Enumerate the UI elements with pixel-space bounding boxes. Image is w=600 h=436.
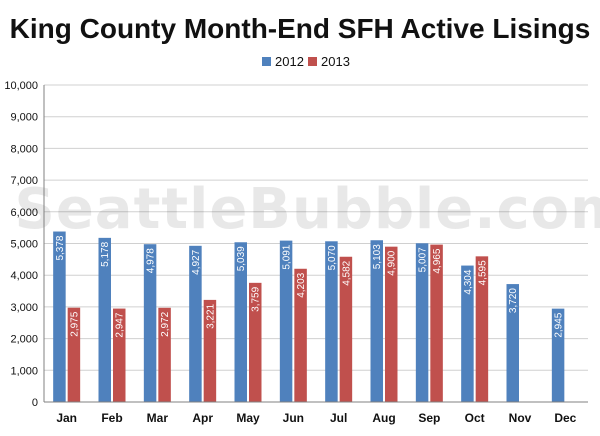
- x-tick-label: Feb: [101, 411, 122, 425]
- y-axis-ticks: 0 1,000 2,000 3,000 4,000 5,000 6,000 7,000 8,00…: [4, 80, 38, 409]
- bar-label-2013-aug: 4,900: [387, 250, 398, 275]
- x-tick-label: Apr: [192, 411, 213, 425]
- x-tick-label: Nov: [509, 411, 532, 425]
- bar-label-2013-mar: 2,972: [160, 311, 171, 336]
- bar-2013-aug: [385, 246, 398, 402]
- x-tick-label: Dec: [554, 411, 576, 425]
- bar-2012-may: [234, 242, 247, 402]
- bar-2013-sep: [430, 244, 443, 402]
- bar-2012-feb: [98, 237, 111, 402]
- x-tick-label: Aug: [372, 411, 395, 425]
- y-tick-label: 1,000: [10, 365, 38, 377]
- y-tick-label: 9,000: [10, 112, 38, 124]
- bar-2012-nov: [506, 284, 519, 402]
- bar-label-2013-jan: 2,975: [69, 311, 80, 336]
- bar-label-2012-feb: 5,178: [100, 241, 111, 266]
- legend-swatch-2013: [308, 57, 317, 66]
- bar-2012-mar: [143, 244, 157, 402]
- bar-2013-oct: [475, 256, 489, 402]
- y-tick-label: 3,000: [10, 302, 38, 314]
- bar-label-2012-jan: 5,378: [55, 235, 66, 260]
- y-tick-label: 6,000: [10, 207, 38, 219]
- bar-2013-apr: [203, 299, 217, 402]
- legend-label-2012: 2012: [275, 54, 304, 69]
- bar-2013-jun: [294, 268, 307, 402]
- bar-2013-jul: [339, 256, 353, 402]
- y-tick-label: 2,000: [10, 334, 38, 346]
- bar-label-2013-sep: 4,965: [432, 248, 443, 273]
- y-tick-label: 7,000: [10, 175, 38, 187]
- bar-2012-jan: [53, 231, 66, 402]
- legend-label-2013: 2013: [321, 54, 350, 69]
- bar-label-2012-sep: 5,007: [418, 247, 429, 272]
- bar-2012-dec: [551, 308, 565, 402]
- x-tick-label: May: [236, 411, 260, 425]
- bar-label-2012-jun: 5,091: [282, 244, 293, 269]
- bar-label-2013-feb: 2,947: [115, 312, 126, 337]
- legend: 2012 2013: [262, 54, 350, 69]
- bar-label-2012-dec: 2,945: [554, 312, 565, 337]
- bar-label-2012-oct: 4,304: [463, 269, 474, 294]
- bar-label-2012-jul: 5,070: [327, 245, 338, 270]
- bar-2013-jan: [67, 307, 81, 402]
- x-tick-label: Sep: [418, 411, 440, 425]
- bar-label-2012-mar: 4,978: [146, 248, 157, 273]
- x-axis-ticks: Jan Feb Mar Apr May Jun Jul Aug Sep Oct Nov Dec: [56, 411, 576, 425]
- x-tick-label: Mar: [147, 411, 169, 425]
- bar-2013-feb: [113, 308, 126, 402]
- y-tick-label: 10,000: [4, 80, 38, 92]
- y-tick-label: 5,000: [10, 239, 38, 251]
- legend-swatch-2012: [262, 57, 271, 66]
- bar-label-2013-jul: 4,582: [341, 260, 352, 285]
- bar-label-2013-oct: 4,595: [477, 260, 488, 285]
- x-tick-label: Jun: [283, 411, 304, 425]
- y-tick-label: 0: [32, 397, 38, 409]
- bar-label-2013-may: 3,759: [251, 286, 262, 311]
- bar-label-2012-nov: 3,720: [508, 288, 519, 313]
- bar-2012-oct: [461, 265, 474, 402]
- bar-label-2013-jun: 4,203: [296, 272, 307, 297]
- x-tick-label: Jan: [56, 411, 77, 425]
- bar-2012-aug: [370, 240, 383, 402]
- bar-label-2012-may: 5,039: [236, 246, 247, 271]
- bar-2012-apr: [189, 245, 202, 402]
- bar-2012-jun: [279, 240, 293, 402]
- bar-2013-may: [249, 282, 262, 402]
- x-tick-label: Oct: [465, 411, 485, 425]
- x-tick-label: Jul: [330, 411, 347, 425]
- bar-2012-sep: [415, 243, 429, 402]
- bar-label-2013-apr: 3,221: [205, 303, 216, 328]
- bar-label-2012-aug: 5,103: [372, 244, 383, 269]
- gridlines: [44, 84, 588, 371]
- y-tick-label: 8,000: [10, 143, 38, 155]
- bar-2012-jul: [325, 241, 338, 402]
- bar-label-2012-apr: 4,927: [191, 249, 202, 274]
- bar-2013-mar: [158, 307, 171, 402]
- chart-title: King County Month-End SFH Active Lisings: [10, 13, 591, 44]
- y-tick-label: 4,000: [10, 270, 38, 282]
- bars: 5,378 2,975 5,178 2,947 4,978 2,972 4,927 3,221…: [53, 231, 565, 402]
- watermark: SeattleBubble.com: [14, 177, 600, 242]
